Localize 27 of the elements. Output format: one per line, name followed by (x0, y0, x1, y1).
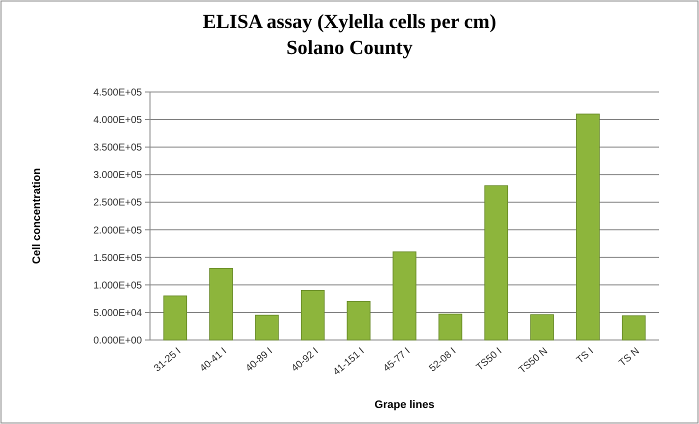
bar (438, 314, 462, 340)
y-tick-label: 4.500E+05 (93, 88, 142, 98)
y-tick-label: 2.500E+05 (93, 198, 142, 209)
bar (209, 268, 233, 340)
x-tick-label: TS N (617, 346, 642, 369)
bar (484, 185, 508, 340)
bar (300, 290, 325, 340)
y-tick-label: 1.500E+05 (93, 252, 142, 264)
y-axis-title: Cell concentration (31, 168, 43, 264)
y-tick-label: 2.000E+05 (93, 225, 142, 236)
y-tick-label: 3.500E+05 (93, 142, 142, 154)
y-tick-label: 4.000E+05 (93, 115, 142, 126)
bar (346, 301, 371, 340)
x-axis-title: Grape lines (374, 399, 434, 411)
y-tick-label: 5.000E+04 (93, 308, 142, 319)
x-tick-label: TS I (574, 346, 596, 366)
bar (622, 315, 646, 340)
bar (163, 296, 188, 340)
y-tick-label: 1.000E+05 (93, 280, 142, 292)
chart-subtitle: Solano County (286, 37, 413, 59)
bar (392, 251, 416, 340)
bar (576, 114, 600, 340)
bar (530, 314, 554, 340)
bar (255, 314, 279, 340)
y-tick-label: 0.000E+00 (93, 336, 142, 346)
y-tick-label: 3.000E+05 (93, 170, 142, 182)
chart-title: ELISA assay (Xylella cells per cm) (202, 11, 496, 33)
